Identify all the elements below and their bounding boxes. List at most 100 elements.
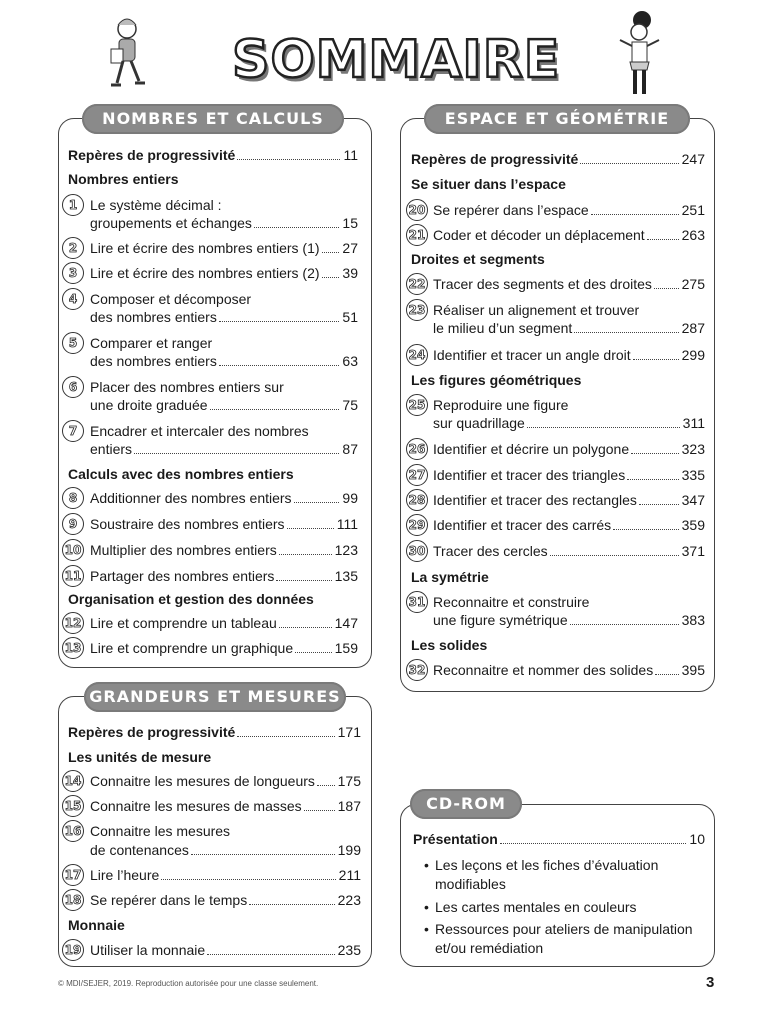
bullet-icon: • — [424, 857, 429, 873]
entry-label: Les unités de mesure — [68, 749, 212, 765]
entry-label: La symétrie — [411, 569, 489, 585]
entry-label: Composer et décomposer — [90, 291, 252, 307]
toc-entry: Identifier et tracer un angle droit 299 — [433, 346, 705, 364]
entry-label: le milieu d’un segment — [433, 320, 573, 336]
toc-entry: Identifier et tracer des carrés 359 — [433, 516, 705, 534]
dot-leader — [209, 409, 340, 410]
dot-leader — [249, 904, 335, 905]
toc-subheading: Les figures géométriques — [411, 371, 581, 389]
toc-entry: Connaitre les mesures — [90, 822, 230, 840]
page-ref: 199 — [337, 842, 361, 858]
page-ref: 63 — [342, 353, 358, 369]
bullet-icon: • — [424, 899, 429, 915]
chapter-number-badge: 24 — [406, 344, 428, 366]
page-number: 3 — [706, 974, 715, 991]
dot-leader — [580, 163, 679, 164]
chapter-number-badge: 9 — [62, 513, 84, 535]
entry-label: Tracer des segments et des droites — [433, 276, 652, 292]
toc-subheading: Monnaie — [68, 916, 125, 934]
entry-label: Soustraire des nombres entiers — [90, 516, 285, 532]
dot-leader — [278, 627, 332, 628]
dot-leader — [569, 624, 679, 625]
dot-leader — [207, 954, 335, 955]
entry-label: Lire et comprendre un tableau — [90, 615, 277, 631]
page-ref: 39 — [342, 265, 358, 281]
dot-leader — [613, 529, 679, 530]
chapter-number-badge: 11 — [62, 565, 84, 587]
entry-label: Lire et écrire des nombres entiers (2) — [90, 265, 320, 281]
cdrom-feature: Ressources pour ateliers de manipulation — [435, 921, 693, 937]
dot-leader — [161, 879, 336, 880]
toc-entry: Lire et écrire des nombres entiers (1) 27 — [90, 239, 358, 257]
toc-entry: Composer et décomposer — [90, 290, 251, 308]
page-ref: 287 — [681, 320, 705, 336]
dot-leader — [590, 214, 679, 215]
toc-entry: Soustraire des nombres entiers 111 — [90, 515, 358, 533]
page-ref: 383 — [681, 612, 705, 628]
toc-entry: Connaitre les mesures de longueurs 175 — [90, 772, 361, 790]
cdrom-heading: CD-ROM — [410, 789, 522, 819]
entry-label: Tracer des cercles — [433, 543, 548, 559]
entry-label: Repères de progressivité — [68, 147, 236, 163]
dot-leader — [218, 365, 340, 366]
page-title: SOMMAIRE — [231, 29, 561, 92]
toc-entry: Coder et décoder un déplacement 263 — [433, 226, 705, 244]
page-ref: 263 — [681, 227, 705, 243]
chapter-number-badge: 2 — [62, 237, 84, 259]
toc-subheading: Droites et segments — [411, 250, 545, 268]
chapter-number-badge: 26 — [406, 438, 428, 460]
page-ref: 395 — [681, 662, 705, 678]
chapter-number-badge: 19 — [62, 939, 84, 961]
page-ref: 11 — [343, 147, 358, 163]
entry-label: une figure symétrique — [433, 612, 568, 628]
toc-entry: Lire l’heure 211 — [90, 866, 361, 884]
chapter-number-badge: 25 — [406, 394, 428, 416]
entry-label: Droites et segments — [411, 251, 545, 267]
toc-entry: une droite graduée 75 — [90, 396, 358, 414]
dot-leader — [293, 502, 340, 503]
entry-label: des nombres entiers — [90, 353, 217, 369]
entry-label: Connaitre les mesures de masses — [90, 798, 302, 814]
toc-entry: Comparer et ranger — [90, 334, 212, 352]
chapter-number-badge: 7 — [62, 420, 84, 442]
toc-entry: Lire et comprendre un graphique 159 — [90, 639, 358, 657]
espace-geometrie-heading: ESPACE ET GÉOMÉTRIE — [424, 104, 690, 134]
dot-leader — [321, 277, 340, 278]
entry-label: Présentation — [413, 831, 498, 847]
dot-leader — [278, 554, 332, 555]
dot-leader — [134, 453, 340, 454]
page-ref: 311 — [682, 415, 705, 431]
grandeurs-mesures-heading: GRANDEURS ET MESURES — [84, 682, 346, 712]
chapter-number-badge: 13 — [62, 637, 84, 659]
dot-leader — [276, 580, 332, 581]
entry-label: Repères de progressivité — [68, 724, 236, 740]
dot-leader — [286, 528, 334, 529]
entry-label: Le système décimal : — [90, 197, 222, 213]
cdrom-feature: Les cartes mentales en couleurs — [435, 899, 637, 915]
bullet-icon: • — [424, 921, 429, 937]
toc-entry: Repères de progressivité 11 — [68, 146, 358, 164]
page-ref: 187 — [337, 798, 361, 814]
entry-label: Organisation et gestion des données — [68, 591, 314, 607]
chapter-number-badge: 22 — [406, 273, 428, 295]
toc-entry: Reconnaitre et construire — [433, 593, 589, 611]
toc-subheading: Nombres entiers — [68, 170, 178, 188]
page-ref: 175 — [337, 773, 361, 789]
entry-label: Identifier et tracer un angle droit — [433, 347, 631, 363]
toc-subheading: Calculs avec des nombres entiers — [68, 465, 294, 483]
entry-label: Identifier et tracer des carrés — [433, 517, 612, 533]
page-ref: 211 — [338, 867, 361, 883]
toc-entry: Encadrer et intercaler des nombres — [90, 422, 309, 440]
girl-illustration — [619, 11, 660, 94]
dot-leader — [526, 427, 680, 428]
toc-entry: Lire et écrire des nombres entiers (2) 39 — [90, 264, 358, 282]
chapter-number-badge: 14 — [62, 770, 84, 792]
toc-entry: de contenances 199 — [90, 841, 361, 859]
entry-label: Repères de progressivité — [411, 151, 579, 167]
entry-label: Additionner des nombres entiers — [90, 490, 292, 506]
chapter-number-badge: 30 — [406, 540, 428, 562]
entry-label: des nombres entiers — [90, 309, 217, 325]
toc-entry: groupements et échanges 15 — [90, 214, 358, 232]
page-ref: 159 — [334, 640, 358, 656]
toc-entry: Repères de progressivité 247 — [411, 150, 705, 168]
